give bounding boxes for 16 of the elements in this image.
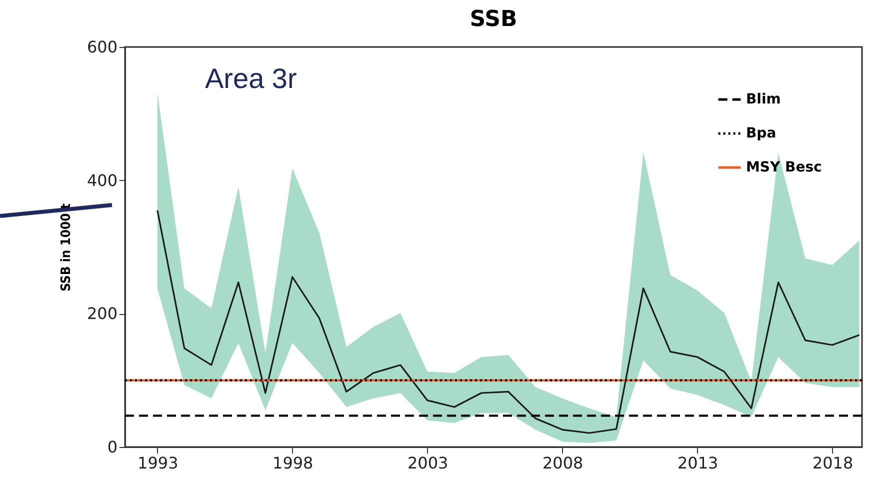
legend-label: Bpa bbox=[746, 126, 776, 142]
legend-label: MSY Besc bbox=[746, 160, 822, 176]
y-tick-label: 200 bbox=[86, 304, 118, 324]
x-tick-label: 2013 bbox=[677, 454, 718, 472]
y-tick-label: 0 bbox=[107, 438, 118, 456]
x-tick-label: 2003 bbox=[408, 454, 448, 472]
annotation: Area 3r bbox=[205, 63, 297, 94]
y-tick-label: 600 bbox=[86, 38, 118, 56]
x-tick-label: 2008 bbox=[542, 454, 584, 472]
y-tick-label: 400 bbox=[86, 170, 118, 190]
x-tick-label: 2018 bbox=[812, 454, 854, 472]
x-tick-label: 1993 bbox=[138, 454, 178, 472]
line-series bbox=[156, 210, 860, 434]
chart-title: SSB bbox=[470, 7, 518, 32]
x-tick-label: 1998 bbox=[272, 454, 314, 472]
legend-label: Blim bbox=[746, 92, 781, 108]
